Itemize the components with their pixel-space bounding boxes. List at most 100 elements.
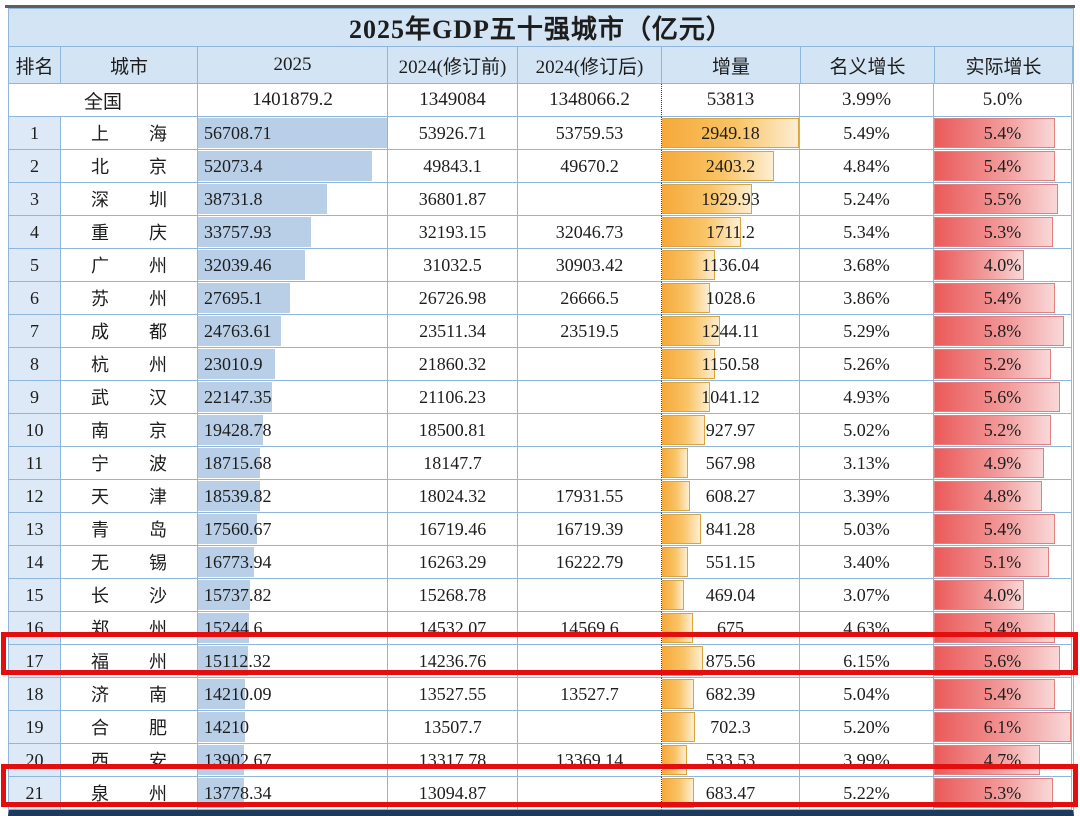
city-char: 州 [149,784,167,804]
city-cell: 成都 [61,315,198,348]
gdp-2025-cell: 32039.46 [198,249,388,282]
real-growth-cell: 4.9% [934,447,1072,480]
nominal-growth-cell-value: 3.13% [843,452,890,473]
gdp-2024-pre-cell-value: 14532.07 [418,617,487,638]
city-name: 西安 [61,747,197,773]
rank-cell: 18 [9,678,61,711]
nominal-growth-cell: 3.07% [800,579,934,612]
city-name: 郑州 [61,615,197,641]
nominal-growth-cell: 3.99% [800,744,934,777]
city-name: 北京 [61,153,197,179]
city-cell: 福州 [61,645,198,678]
col-header-5-value: 增量 [711,56,750,78]
delta-cell-value: 1244.11 [701,320,760,341]
nominal-growth-cell-value: 5.24% [843,188,890,209]
gdp-2024-pre-cell-value: 26726.98 [418,287,487,308]
table-row: 7 成都 24763.61 23511.34 23519.5 1244.11 5.29% 5.… [9,315,1073,348]
gdp-2024-pre-cell-value: 13507.7 [423,716,482,737]
delta-cell-value: 1929.93 [701,188,760,209]
gdp-2025-bar [198,448,261,478]
real-growth-cell: 6.1% [934,711,1072,744]
delta-bar [662,151,774,181]
rank-cell: 19 [9,711,61,744]
table-row: 15 长沙 15737.82 15268.78 469.04 3.07% 4.0% [9,579,1073,612]
delta-cell-value: 551.15 [705,551,756,572]
gdp-2025-cell-value: 14210 [204,716,249,737]
real-growth-bar [934,316,1065,346]
gdp-2024-rev-cell [518,777,662,810]
city-char: 深 [91,190,109,210]
city-char: 长 [91,586,109,606]
real-growth-cell: 4.0% [934,249,1072,282]
gdp-2024-rev-cell: 26666.5 [518,282,662,315]
real-growth-cell: 4.0% [934,579,1072,612]
gdp-2025-cell: 17560.67 [198,513,388,546]
national-label: 全国 [9,84,198,117]
delta-cell-value: 702.3 [710,716,751,737]
nominal-growth-cell: 5.29% [800,315,934,348]
delta-cell: 2949.18 [661,117,800,150]
gdp-2025-bar [198,382,272,412]
delta-cell: 875.56 [661,645,800,678]
delta-cell: 608.27 [661,480,800,513]
gdp-2025-cell-value: 24763.61 [204,320,272,341]
gdp-2025-cell-value: 15112.32 [204,650,271,671]
gdp-2024-pre-cell-value: 13094.87 [418,782,487,803]
gdp-2025-cell: 18539.82 [198,480,388,513]
delta-cell: 682.39 [661,678,800,711]
real-growth-cell: 5.4% [934,117,1072,150]
national-row: 全国 1401879.2 1349084 1348066.2 53813 3.99% 5.0… [9,84,1073,117]
city-name: 宁波 [61,450,197,476]
gdp-2024-pre-cell: 13527.55 [388,678,518,711]
city-cell: 长沙 [61,579,198,612]
gdp-2024-pre-cell-value: 21106.23 [419,386,486,407]
city-char: 无 [91,553,109,573]
gdp-2025-bar [198,580,251,610]
rank-cell-value: 6 [30,287,39,308]
table-row: 5 广州 32039.46 31032.5 30903.42 1136.04 3.68% 4.… [9,249,1073,282]
national-label-value: 全国 [83,91,122,113]
gdp-2024-rev-cell-value: 23519.5 [560,320,619,341]
gdp-2024-pre-cell-value: 13317.78 [418,749,487,770]
city-name: 上海 [61,120,197,146]
delta-bar [662,613,694,643]
gdp-2024-pre-cell: 23511.34 [388,315,518,348]
gdp-2024-rev-cell-value: 16719.39 [555,518,624,539]
city-char: 津 [149,487,167,507]
nominal-growth-cell-value: 5.20% [843,716,890,737]
col-header-5: 增量 [662,47,801,84]
city-char: 汉 [149,388,167,408]
gdp-2025-cell: 13778.34 [198,777,388,810]
gdp-2024-rev-cell: 16222.79 [518,546,662,579]
gdp-2024-rev-cell-value: 14569.6 [560,617,619,638]
rank-cell: 12 [9,480,61,513]
gdp-2025-cell-value: 15244.6 [204,617,263,638]
real-growth-cell-value: 6.1% [983,716,1022,737]
rank-cell: 4 [9,216,61,249]
city-cell: 广州 [61,249,198,282]
gdp-2025-cell: 14210.09 [198,678,388,711]
rank-cell-value: 20 [25,749,44,770]
gdp-2025-cell: 15737.82 [198,579,388,612]
city-char: 济 [91,685,109,705]
gdp-2025-bar [198,547,254,577]
real-growth-cell-value: 5.6% [983,650,1022,671]
delta-bar [662,283,710,313]
nominal-growth-cell: 4.93% [800,381,934,414]
rank-cell: 9 [9,381,61,414]
col-header-2-value: 2025 [273,54,312,75]
gdp-2025-cell-value: 19428.78 [204,419,272,440]
city-cell: 天津 [61,480,198,513]
table-row: 18 济南 14210.09 13527.55 13527.7 682.39 5.04% 5.… [9,678,1073,711]
city-cell: 西安 [61,744,198,777]
city-name: 泉州 [61,780,197,806]
real-growth-cell: 5.4% [934,612,1072,645]
gdp-2024-pre-cell: 18024.32 [388,480,518,513]
gdp-2024-pre-cell: 21106.23 [388,381,518,414]
national-delta: 53813 [661,84,800,117]
city-char: 肥 [149,718,167,738]
city-cell: 杭州 [61,348,198,381]
rank-cell-value: 14 [25,551,44,572]
rank-cell: 11 [9,447,61,480]
real-growth-cell: 5.4% [934,282,1072,315]
